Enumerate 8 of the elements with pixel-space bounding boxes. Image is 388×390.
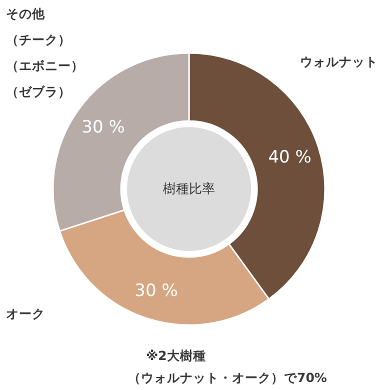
data-label: 40 % [268,147,312,168]
text: 樹種比率 [163,181,215,197]
slice-label: ウォルナット [300,54,378,69]
data-label: 30 % [82,118,125,138]
slice-label: オーク [6,306,45,321]
data-label: 30 % [134,280,178,301]
text: ※2大樹種（ウォルナット・オーク）で70% [128,348,328,385]
slice-label: その他（チーク）（エボニー）（ゼブラ） [6,6,84,99]
